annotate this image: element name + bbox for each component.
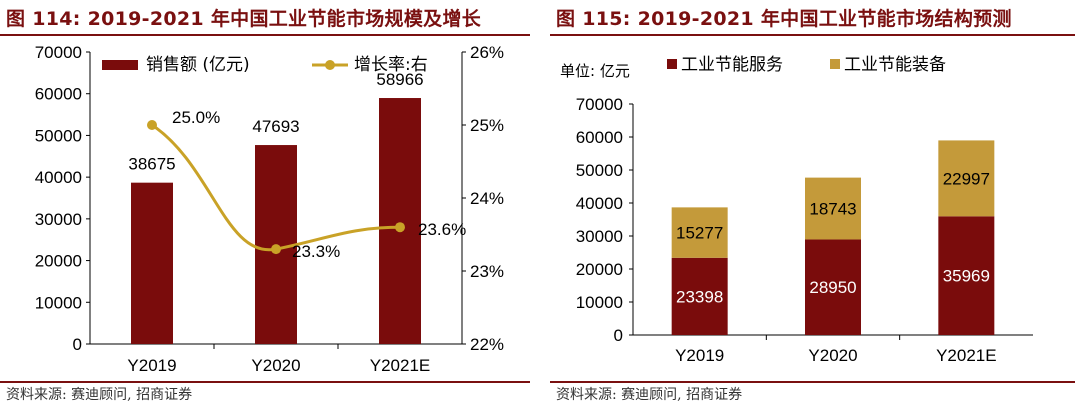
legend-growth-label: 增长率:右 (354, 55, 428, 75)
y2-tick-label: 25% (470, 116, 504, 135)
y-tick-label: 60000 (576, 128, 623, 147)
y-tick-label: 50000 (35, 126, 82, 145)
y-tick-label: 10000 (576, 293, 623, 312)
legend-service-label: 工业节能服务 (681, 55, 783, 75)
left-chart-panel: 图 114: 2019-2021 年中国工业节能市场规模及增长 0 10000 20… (0, 0, 530, 408)
y-tick-label: 40000 (576, 194, 623, 213)
unit-label: 单位: 亿元 (560, 62, 630, 80)
right-source-rule (550, 381, 1075, 383)
right-figure-title: 图 115: 2019-2021 年中国工业节能市场结构预测 (556, 8, 1012, 30)
y-tick-label: 70000 (576, 95, 623, 114)
left-source-note: 资料来源: 赛迪顾问, 招商证券 (6, 387, 193, 403)
equipment-value-label: 22997 (943, 169, 990, 188)
sales-bar-label: 47693 (252, 117, 299, 136)
service-bar-segment (805, 239, 861, 335)
x-tick-label: Y2019 (675, 346, 724, 365)
right-chart-panel: 图 115: 2019-2021 年中国工业节能市场结构预测 单位: 亿元 0 10… (550, 0, 1080, 408)
left-chart-svg: 0 10000 20000 30000 40000 50000 60000 70000 22% 2… (35, 43, 504, 375)
y-tick-label: 10000 (35, 293, 82, 312)
y-tick-label: 20000 (35, 252, 82, 271)
sales-bar (379, 98, 421, 344)
legend-equipment-label: 工业节能装备 (844, 55, 946, 75)
growth-rate-point (271, 244, 281, 255)
growth-rate-label: 25.0% (172, 108, 220, 127)
left-figure-title: 图 114: 2019-2021 年中国工业节能市场规模及增长 (6, 8, 482, 30)
equipment-bar-segment (805, 177, 861, 240)
y2-tick-label: 26% (470, 43, 504, 62)
equipment-value-label: 18743 (809, 200, 856, 219)
growth-rate-label: 23.3% (292, 242, 340, 261)
legend-sales-swatch (102, 60, 138, 70)
y-tick-label: 20000 (576, 260, 623, 279)
service-value-label: 35969 (943, 267, 990, 286)
y2-tick-label: 22% (470, 335, 504, 354)
legend-growth-marker (325, 60, 335, 70)
legend-service-swatch (667, 59, 677, 69)
right-title-rule (550, 34, 1075, 36)
y-tick-label: 0 (73, 335, 82, 354)
equipment-bar-segment (938, 140, 995, 217)
growth-rate-point (395, 222, 405, 233)
growth-rate-label: 23.6% (418, 220, 466, 239)
y-tick-label: 70000 (35, 43, 82, 62)
sales-bar-label: 58966 (376, 70, 423, 89)
x-tick-label: Y2021E (936, 346, 997, 365)
sales-bar (131, 182, 173, 344)
sales-bar-label: 38675 (128, 155, 175, 174)
legend-equipment-swatch (830, 59, 840, 69)
y-tick-label: 30000 (576, 227, 623, 246)
y-tick-label: 60000 (35, 85, 82, 104)
y2-tick-label: 24% (470, 189, 504, 208)
x-tick-label: Y2021E (370, 356, 431, 375)
right-source-note: 资料来源: 赛迪顾问, 招商证券 (556, 387, 743, 403)
growth-rate-point (147, 120, 157, 130)
legend-sales-label: 销售额 (亿元) (146, 55, 250, 75)
right-chart-svg: 单位: 亿元 0 10000 20000 30000 40000 50000 60000 700… (560, 55, 1033, 365)
x-tick-label: Y2019 (127, 356, 176, 375)
x-tick-label: Y2020 (251, 356, 300, 375)
y2-tick-label: 23% (470, 262, 504, 281)
service-value-label: 28950 (809, 278, 856, 297)
service-bar-segment (938, 216, 995, 335)
equipment-value-label: 15277 (676, 224, 723, 243)
service-value-label: 23398 (676, 287, 723, 306)
y-tick-label: 50000 (576, 161, 623, 180)
left-source-rule (0, 381, 530, 383)
y-tick-label: 30000 (35, 210, 82, 229)
y-tick-label: 0 (614, 326, 623, 345)
y-tick-label: 40000 (35, 168, 82, 187)
service-bar-segment (671, 257, 728, 335)
equipment-bar-segment (671, 207, 728, 258)
left-title-rule (0, 34, 530, 36)
x-tick-label: Y2020 (808, 346, 857, 365)
